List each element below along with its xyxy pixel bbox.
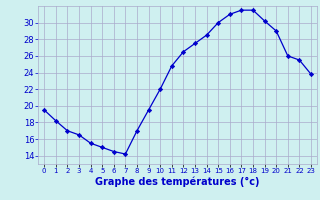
X-axis label: Graphe des températures (°c): Graphe des températures (°c)	[95, 177, 260, 187]
